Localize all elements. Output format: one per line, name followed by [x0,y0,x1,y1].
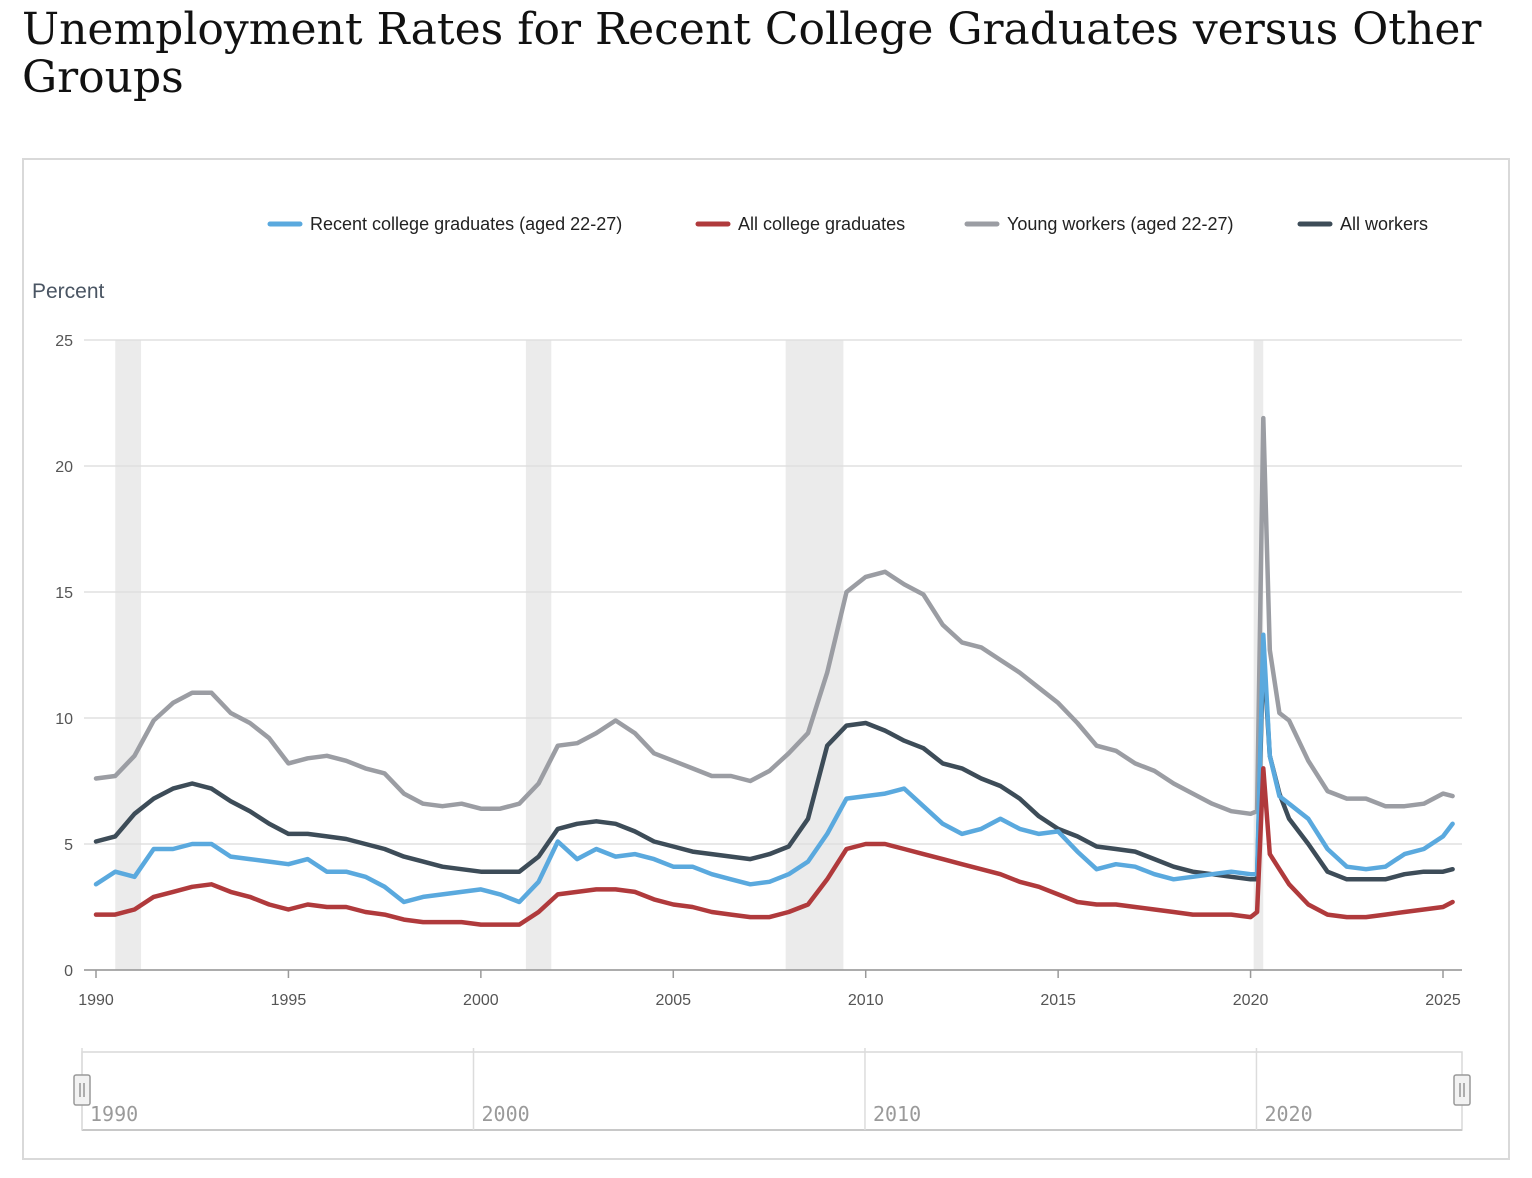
legend-label: Young workers (aged 22-27) [1007,214,1233,234]
navigator-handle-right[interactable] [1453,1074,1471,1106]
handle-body [1453,1074,1471,1106]
series-line [93,415,1455,817]
y-tick-label: 10 [55,711,73,728]
y-tick-label: 20 [55,459,73,476]
recession-band-1 [525,340,552,970]
series-0 [93,632,1455,905]
x-tick-label: 2005 [655,992,691,1009]
navigator-label: 1990 [90,1102,138,1126]
navigator-label: 2020 [1264,1102,1312,1126]
legend-label: Recent college graduates (aged 22-27) [310,214,622,234]
y-tick-label: 5 [64,837,73,854]
x-tick-label: 2000 [463,992,499,1009]
x-tick-label: 2020 [1233,992,1269,1009]
series-1 [93,766,1455,927]
x-tick-label: 2015 [1040,992,1076,1009]
legend-item-0[interactable]: Recent college graduates (aged 22-27) [267,214,622,234]
recession-band-2 [785,340,844,970]
legend-label: All college graduates [738,214,905,234]
navigator-handle-left[interactable] [73,1074,91,1106]
recession-band-0 [115,340,142,970]
x-tick-label: 2010 [848,992,884,1009]
page-title: Unemployment Rates for Recent College Gr… [22,4,1482,103]
navigator-label: 2000 [481,1102,529,1126]
legend-item-3[interactable]: All workers [1297,214,1428,234]
series-lines [93,415,1455,927]
y-tick-label: 0 [64,963,73,980]
recession-bands [115,340,1264,970]
x-tick-label: 2025 [1425,992,1461,1009]
legend: Recent college graduates (aged 22-27) All… [267,214,1428,234]
y-tick-label: 25 [55,333,73,350]
y-axis: 0 5 10 15 20 25 [55,333,73,980]
navigator-track [81,1051,1463,1131]
legend-item-1[interactable]: All college graduates [695,214,905,234]
legend-label: All workers [1340,214,1428,234]
legend-item-2[interactable]: Young workers (aged 22-27) [964,214,1233,234]
x-tick-label: 1995 [271,992,307,1009]
navigator-label: 2010 [873,1102,921,1126]
x-axis: 1990 1995 2000 2005 2010 2015 2020 2025 [78,969,1462,1009]
series-line [93,766,1455,927]
y-axis-title: Percent [32,280,105,303]
range-navigator: 1990 2000 2010 2020 [73,1048,1471,1131]
handle-body [73,1074,91,1106]
y-tick-label: 15 [55,585,73,602]
x-tick-label: 1990 [78,992,114,1009]
series-2 [93,415,1455,817]
